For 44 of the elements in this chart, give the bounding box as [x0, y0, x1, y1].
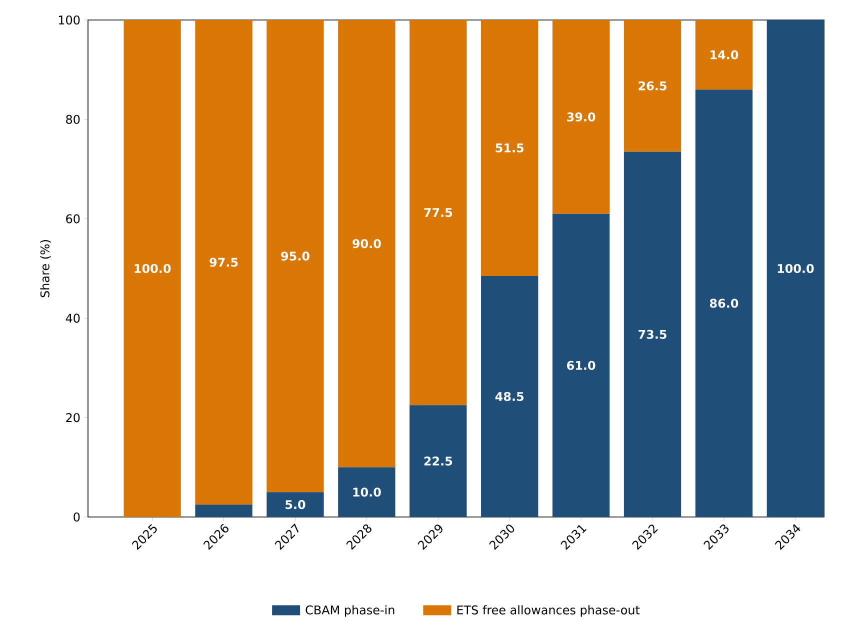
bar	[195, 504, 252, 517]
data-label: 90.0	[352, 239, 381, 248]
bar	[766, 20, 824, 517]
data-label: 97.5	[210, 258, 238, 267]
data-label: 86.0	[710, 298, 738, 308]
legend-label: ETS free allowances phase-out	[457, 605, 640, 617]
data-label: 22.5	[424, 456, 452, 466]
bar	[624, 20, 682, 152]
y-tick-label: 40	[66, 314, 80, 323]
data-label: 100.0	[134, 264, 171, 274]
bar	[124, 20, 181, 517]
data-label: 100.0	[778, 264, 814, 274]
y-tick-label: 0	[74, 512, 80, 522]
bar	[410, 405, 467, 517]
bar	[481, 20, 538, 276]
bar	[338, 467, 396, 517]
bar	[552, 214, 610, 517]
data-label: 51.5	[496, 144, 524, 152]
data-label: 10.0	[353, 488, 381, 497]
y-tick-label: 100	[58, 15, 80, 25]
data-label: 77.5	[424, 208, 452, 218]
bar	[266, 20, 324, 492]
bar	[695, 20, 753, 90]
legend-label: CBAM phase-in	[306, 605, 394, 617]
data-label: 26.5	[638, 81, 666, 90]
data-label: 14.0	[710, 50, 738, 60]
y-tick-label: 20	[66, 413, 80, 422]
data-label: 61.0	[567, 360, 596, 370]
bar	[338, 20, 396, 468]
bar	[695, 90, 753, 517]
data-label: 39.0	[567, 112, 596, 122]
y-axis-title: Share (%)	[40, 240, 51, 298]
data-label: 73.5	[638, 330, 666, 339]
bar	[552, 20, 610, 214]
bar	[266, 492, 324, 517]
y-tick-label: 60	[66, 214, 80, 224]
bar	[410, 20, 467, 406]
bar	[624, 152, 682, 517]
bar	[481, 276, 538, 517]
data-label: 5.0	[286, 500, 306, 510]
y-tick-label: 80	[66, 114, 80, 124]
data-label: 95.0	[281, 252, 310, 261]
data-label: 48.5	[495, 392, 524, 401]
bar	[195, 20, 252, 505]
